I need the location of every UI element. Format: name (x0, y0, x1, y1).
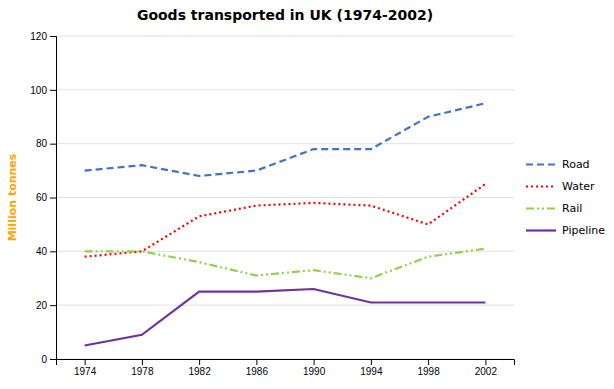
tick-label: 1990 (303, 366, 326, 377)
tick-label: 0 (41, 354, 47, 365)
tick: 2002 (475, 359, 498, 377)
tick: 40 (36, 246, 56, 257)
tick-label: 60 (36, 192, 48, 203)
legend-item: Pipeline (526, 224, 605, 237)
legend-swatch (526, 185, 556, 187)
lines (85, 103, 486, 345)
legend: Road Water Rail Pipeline (526, 158, 605, 237)
tick-mark (314, 359, 315, 365)
tick: 80 (36, 138, 56, 149)
series-line (85, 184, 486, 257)
grid-line (56, 305, 514, 306)
tick-mark (256, 359, 257, 365)
y-axis: 0 20 40 60 80 100 120 (30, 31, 56, 365)
tick-mark (50, 251, 56, 252)
legend-swatch (526, 163, 556, 165)
grid-line (56, 143, 514, 144)
tick-label: 1974 (74, 366, 97, 377)
series-line (85, 103, 486, 176)
tick-mark (50, 305, 56, 306)
tick-label: 1978 (131, 366, 154, 377)
grid-line (56, 197, 514, 198)
tick-label: 1994 (360, 366, 383, 377)
tick: 20 (36, 300, 56, 311)
series-line (85, 289, 486, 346)
legend-label: Water (562, 180, 595, 193)
tick: 0 (41, 354, 56, 365)
tick-mark (142, 359, 143, 365)
legend-item: Road (526, 158, 590, 171)
series-line (85, 249, 486, 279)
tick-mark (485, 359, 486, 365)
tick: 1978 (131, 359, 154, 377)
tick: 100 (30, 85, 56, 96)
tick: 1986 (246, 359, 269, 377)
axis-line (57, 360, 515, 366)
legend-swatch (526, 229, 556, 231)
legend-item: Rail (526, 202, 582, 215)
tick-label: 20 (36, 300, 48, 311)
tick-label: 1982 (189, 366, 212, 377)
legend-swatch (526, 207, 556, 209)
tick-mark (50, 359, 56, 360)
tick-mark (50, 198, 56, 199)
title: Goods transported in UK (1974-2002) (137, 7, 433, 23)
tick: 1998 (418, 359, 441, 377)
tick: 1994 (360, 359, 383, 377)
plot: 1974 1978 1982 1986 1990 1994 1998 2002 0 20 40 60 8… (30, 31, 514, 377)
x-axis: 1974 1978 1982 1986 1990 1994 1998 2002 (57, 359, 515, 377)
tick-label: 100 (30, 85, 47, 96)
tick-label: 40 (36, 246, 48, 257)
tick: 60 (36, 192, 56, 203)
y-axis-title: Million tonnes (6, 153, 19, 241)
tick-label: 80 (36, 138, 48, 149)
tick-mark (371, 359, 372, 365)
axis-line (50, 37, 57, 360)
grid (56, 36, 514, 359)
tick-label: 120 (30, 31, 47, 42)
tick: 1982 (189, 359, 212, 377)
tick: 1974 (74, 359, 97, 377)
chart: 1974 1978 1982 1986 1990 1994 1998 2002 0 20 40 60 8… (0, 0, 614, 389)
grid-line (56, 36, 514, 37)
tick-label: 1998 (418, 366, 441, 377)
tick-mark (50, 144, 56, 145)
tick-label: 1986 (246, 366, 269, 377)
legend-item: Water (526, 180, 595, 193)
tick-label: 2002 (475, 366, 498, 377)
tick-mark (199, 359, 200, 365)
tick: 1990 (303, 359, 326, 377)
tick-mark (50, 36, 56, 37)
grid-line (56, 251, 514, 252)
tick-mark (428, 359, 429, 365)
tick-mark (85, 359, 86, 365)
legend-label: Rail (562, 202, 582, 215)
grid-line (56, 89, 514, 90)
legend-label: Road (562, 158, 590, 171)
legend-label: Pipeline (562, 224, 605, 237)
tick-mark (50, 90, 56, 91)
tick: 120 (30, 31, 56, 42)
